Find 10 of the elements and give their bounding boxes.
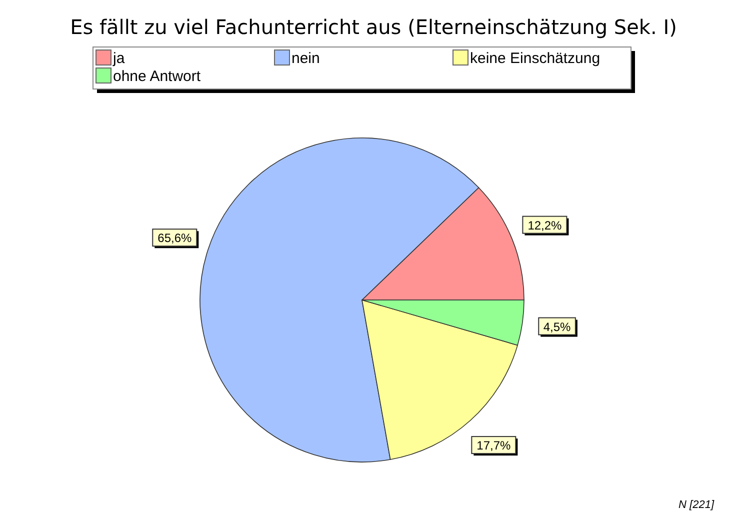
data-label: 4,5%: [543, 320, 572, 334]
data-label: 65,6%: [158, 231, 192, 246]
data-label: 17,7%: [476, 438, 512, 453]
legend-label: keine Einschätzung: [470, 50, 600, 67]
text: N [221]: [678, 499, 715, 511]
chart-title: Es fällt zu viel Fachunterricht aus (Elterneinschätzung Sek. I): [70, 15, 677, 39]
legend-label: ohne Antwort: [113, 68, 202, 85]
legend-label: nein: [292, 50, 320, 67]
legend-label: ja: [112, 50, 126, 67]
data-label: 12,2%: [528, 218, 562, 232]
